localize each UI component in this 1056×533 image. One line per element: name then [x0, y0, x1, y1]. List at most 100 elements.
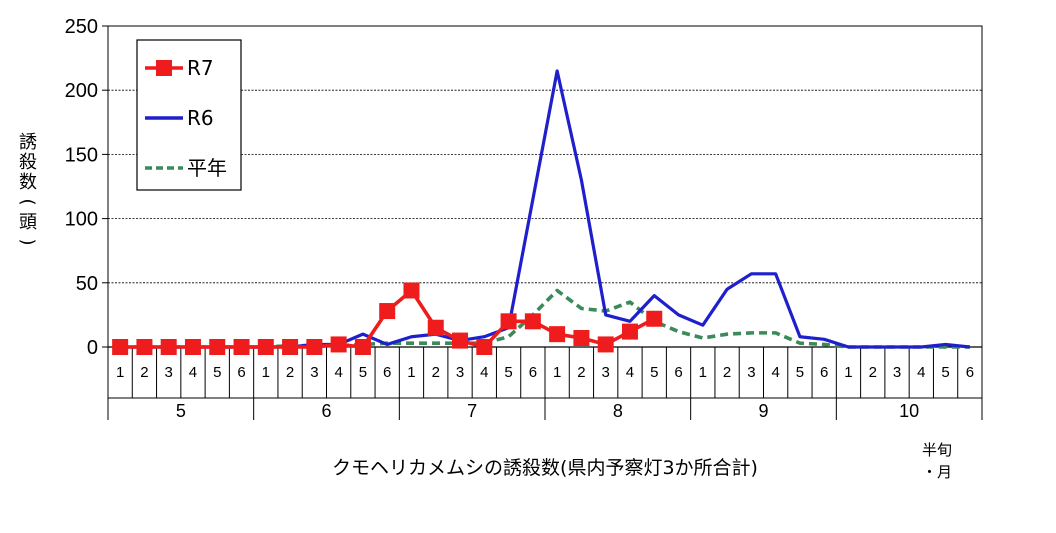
legend-label: 平年 [187, 156, 227, 180]
y-tick-label: 100 [65, 209, 98, 231]
x-pentad-label: 2 [723, 364, 731, 381]
data-point-marker [233, 339, 250, 355]
y-axis-label: 誘殺数 ( 頭) [17, 132, 38, 246]
x-month-label: 7 [467, 401, 477, 421]
x-pentad-label: 2 [432, 364, 440, 381]
x-pentad-label: 6 [674, 364, 682, 381]
x-pentad-label: 5 [504, 364, 512, 381]
legend: R7 R6 平年 [136, 39, 242, 191]
x-unit-line-1: 半旬 [922, 441, 952, 459]
data-point-marker [306, 339, 323, 355]
x-pentad-label: 1 [844, 364, 852, 381]
y-tick-label: 150 [65, 144, 98, 166]
y-label-char: 殺 [19, 152, 37, 173]
plot-area [107, 25, 983, 348]
data-point-marker [549, 326, 566, 343]
x-pentad-label: 5 [359, 364, 367, 381]
x-unit-label: 半旬 ・月 [922, 441, 952, 481]
x-pentad-label: 1 [262, 364, 270, 381]
legend-entry: 平年 [145, 156, 227, 180]
data-point-marker [646, 310, 663, 327]
data-point-marker [257, 339, 274, 355]
x-pentad-label: 5 [213, 364, 221, 381]
data-point-marker [621, 323, 638, 340]
x-pentad-label: 6 [966, 364, 974, 381]
y-tick-label: 200 [65, 80, 98, 102]
chart-title: クモヘリカメムシの誘殺数(県内予察灯3か所合計) [332, 457, 758, 479]
x-pentad-label: 4 [189, 364, 197, 381]
x-pentad-label: 6 [237, 364, 245, 381]
data-point-marker [573, 330, 590, 347]
x-pentad-label: 4 [626, 364, 634, 381]
x-pentad-label: 4 [480, 364, 488, 381]
x-unit-line-2: ・月 [922, 463, 952, 481]
series-line [120, 288, 970, 349]
data-point-marker [136, 339, 153, 355]
data-point-marker [354, 339, 371, 355]
data-point-marker [403, 282, 420, 299]
x-pentad-label: 1 [553, 364, 561, 381]
x-pentad-label: 5 [650, 364, 658, 381]
x-axis: 1 2 3 4 5 651 2 3 4 5 661 2 3 4 5 671 2 3 4 5 681 2 3 4 5 691 2 3 4 5… [107, 346, 983, 421]
x-month-label: 9 [758, 401, 768, 421]
x-pentad-label: 2 [140, 364, 148, 381]
data-point-marker [452, 332, 469, 349]
x-pentad-label: 3 [747, 364, 755, 381]
legend-entry: R6 [145, 106, 214, 130]
x-pentad-label: 6 [383, 364, 391, 381]
x-pentad-label: 2 [869, 364, 877, 381]
legend-marker [156, 60, 172, 76]
x-pentad-label: 4 [334, 364, 342, 381]
x-pentad-label: 5 [796, 364, 804, 381]
data-point-marker [476, 339, 493, 355]
y-label-char: 頭 [19, 212, 37, 233]
x-pentad-label: 3 [456, 364, 464, 381]
plot-frame [107, 25, 983, 348]
x-pentad-label: 3 [310, 364, 318, 381]
x-pentad-label: 1 [699, 364, 707, 381]
y-label-char: 数 [19, 172, 37, 193]
data-point-marker [597, 336, 614, 353]
data-point-marker [160, 339, 177, 355]
x-pentad-label: 1 [116, 364, 124, 381]
y-label-char: ( [17, 198, 38, 205]
x-pentad-label: 4 [917, 364, 925, 381]
x-pentad-label: 2 [577, 364, 585, 381]
data-point-marker [184, 339, 201, 355]
y-tick-label: 50 [76, 273, 98, 295]
data-point-marker [282, 339, 299, 355]
x-pentad-label: 1 [407, 364, 415, 381]
x-pentad-label: 2 [286, 364, 294, 381]
data-point-marker [500, 313, 517, 330]
x-pentad-label: 3 [602, 364, 610, 381]
y-label-char: ) [17, 238, 38, 245]
y-tick-label: 250 [65, 16, 98, 38]
series-r7 [112, 282, 663, 355]
y-tick-label: 0 [87, 337, 98, 359]
x-month-label: 5 [176, 401, 186, 421]
legend-label: R7 [187, 56, 214, 80]
data-point-marker [427, 319, 444, 336]
x-pentad-label: 5 [941, 364, 949, 381]
data-point-marker [379, 303, 396, 320]
y-label-char: 誘 [19, 132, 37, 153]
legend-entry: R7 [145, 56, 214, 80]
y-axis: 0 50 100 150 200 250 [65, 16, 108, 359]
legend-label: R6 [187, 106, 214, 130]
gridlines [108, 89, 982, 284]
legend-box [136, 39, 242, 191]
data-point-marker [209, 339, 226, 355]
data-point-marker [330, 336, 347, 353]
x-month-label: 6 [321, 401, 331, 421]
series-average [120, 288, 970, 349]
data-point-marker [112, 339, 129, 355]
x-month-label: 8 [613, 401, 623, 421]
x-pentad-label: 3 [165, 364, 173, 381]
x-month-label: 10 [899, 401, 919, 421]
x-pentad-label: 4 [771, 364, 779, 381]
series-layer [112, 69, 971, 355]
data-point-marker [524, 313, 541, 330]
x-pentad-label: 3 [893, 364, 901, 381]
x-pentad-label: 6 [529, 364, 537, 381]
